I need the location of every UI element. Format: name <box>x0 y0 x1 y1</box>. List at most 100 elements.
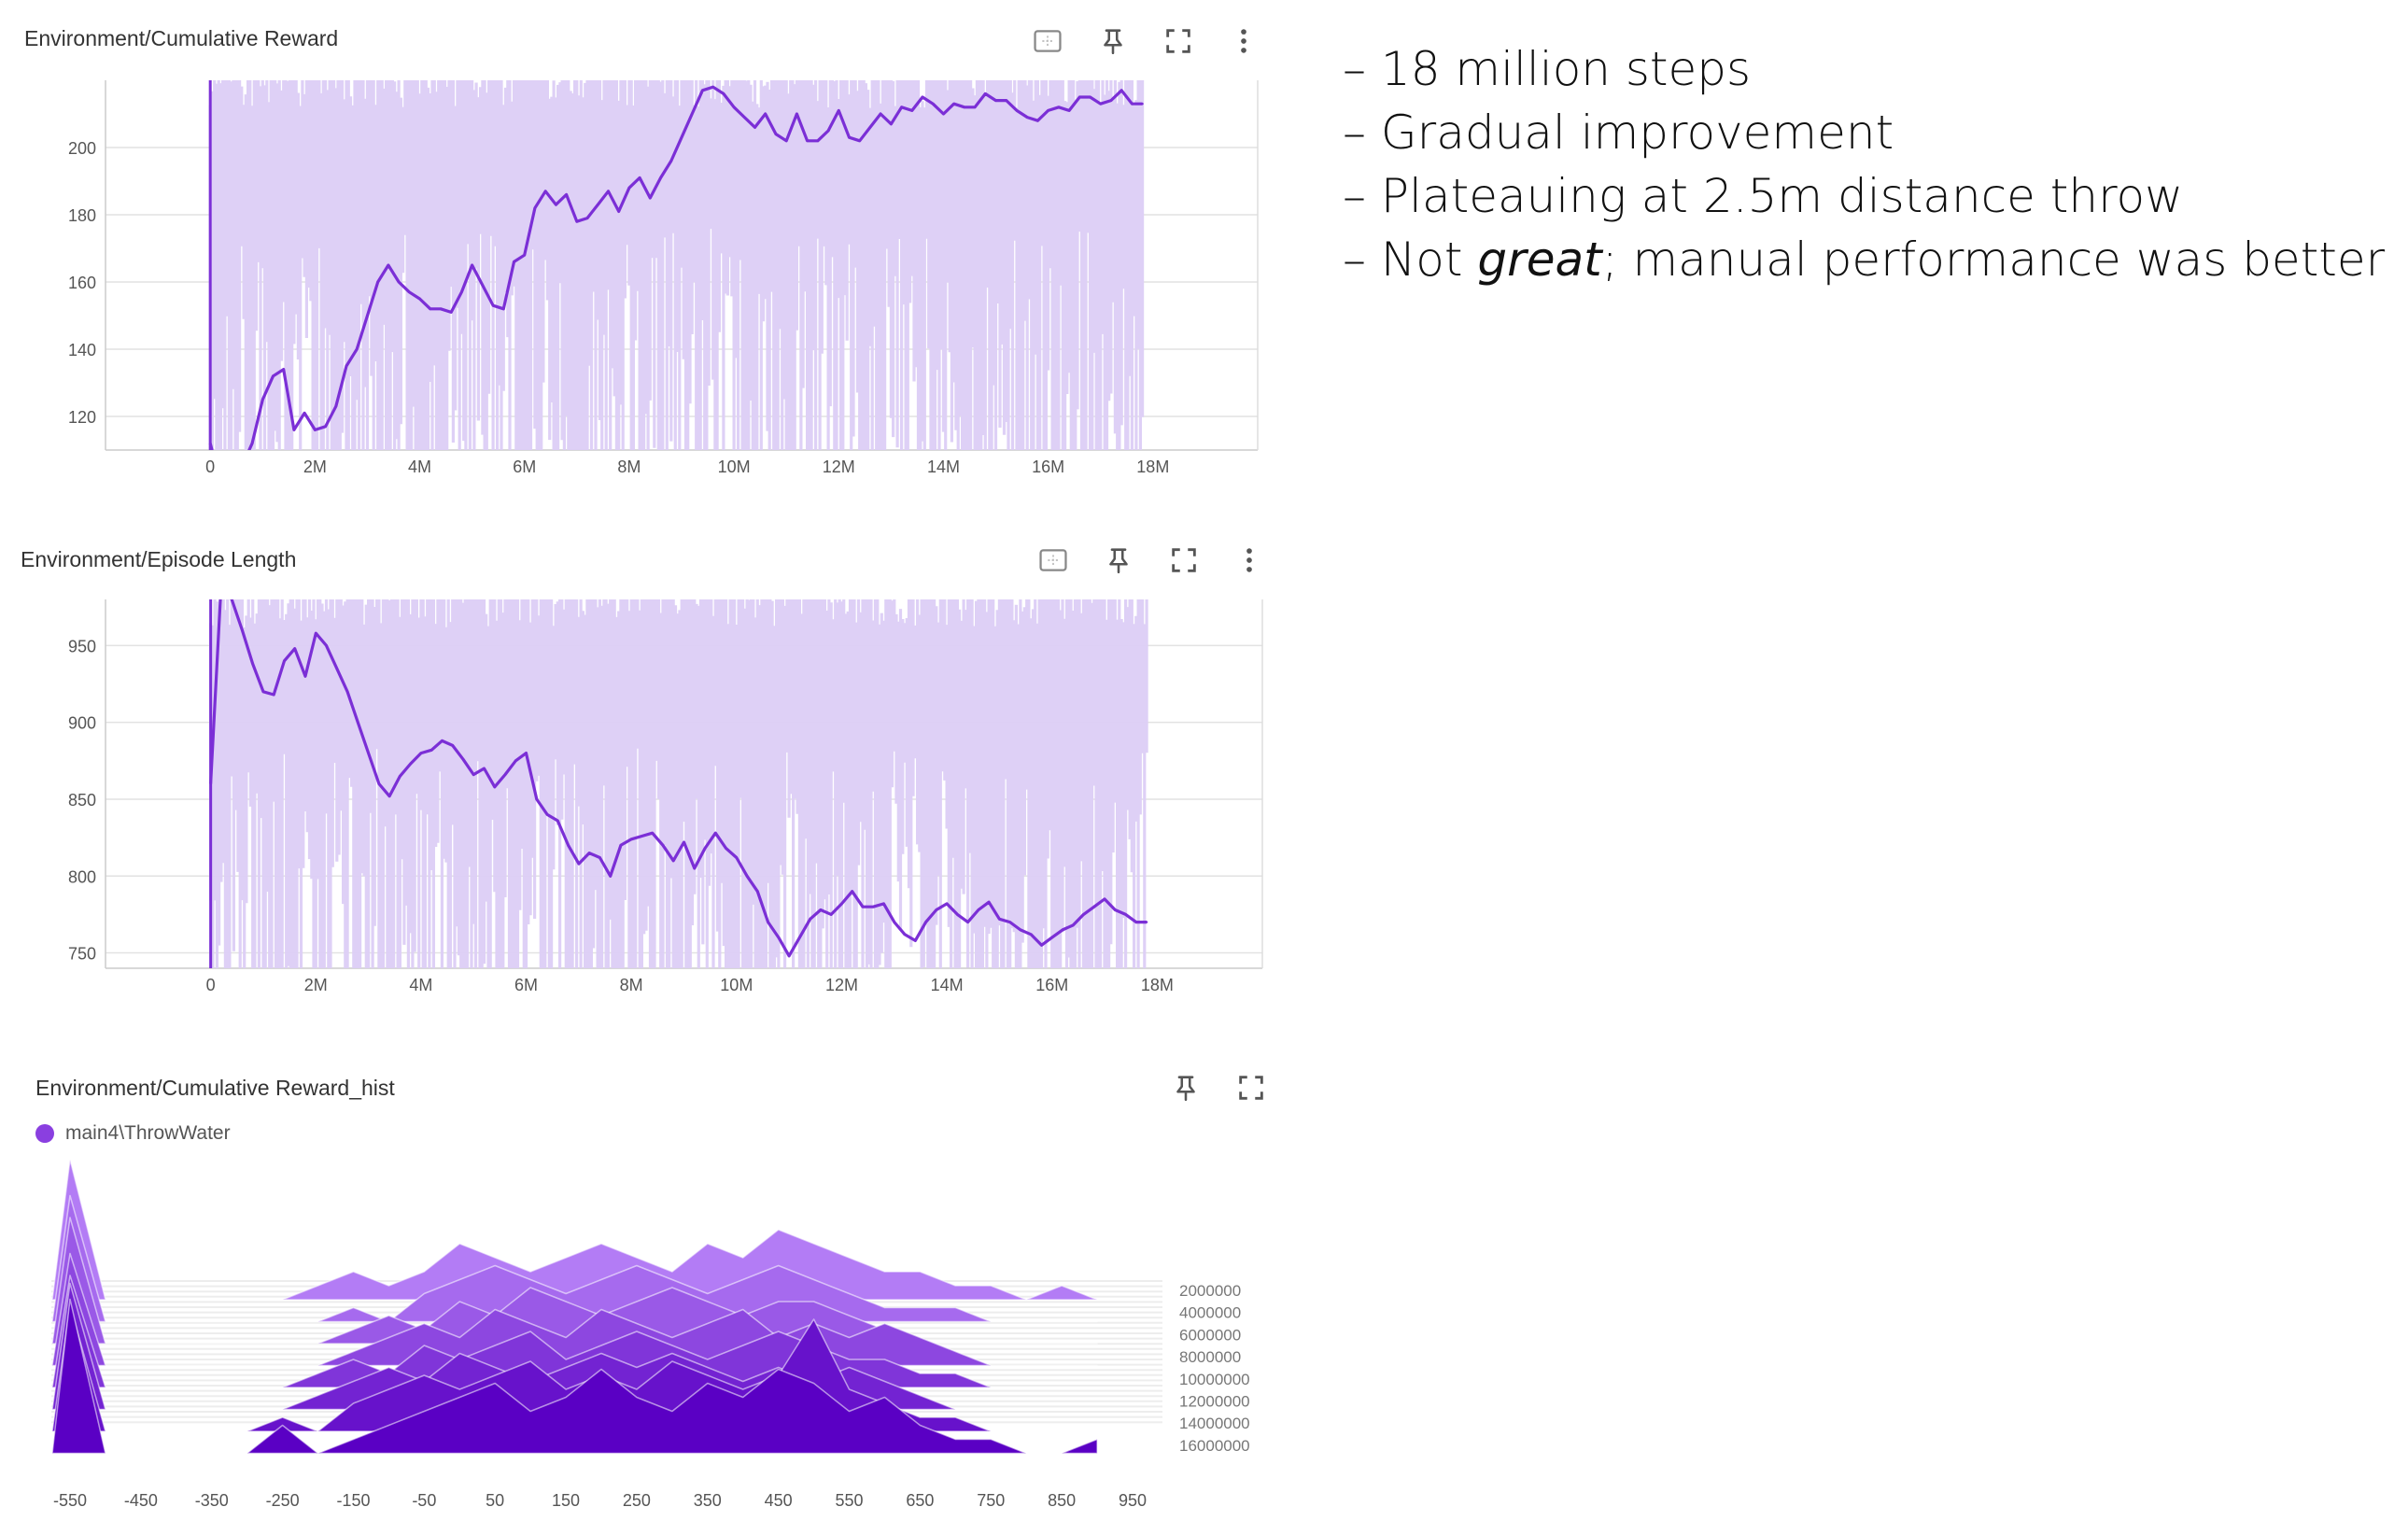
fit-domain-button[interactable] <box>1035 542 1072 579</box>
data-point <box>743 116 746 119</box>
data-point <box>575 220 579 223</box>
data-point <box>1040 944 1043 947</box>
raw-data-band <box>209 599 1148 968</box>
data-point <box>1005 99 1007 102</box>
fullscreen-icon <box>1239 1076 1263 1100</box>
data-point <box>829 913 833 916</box>
more-vert-icon <box>1241 29 1246 53</box>
data-point <box>525 752 528 754</box>
x-tick-label: 18M <box>1141 976 1174 994</box>
data-point <box>1141 103 1144 106</box>
data-point <box>1114 908 1117 911</box>
data-point <box>556 819 559 823</box>
data-point <box>387 263 390 267</box>
x-tick-label: 8M <box>617 458 641 476</box>
x-tick-label: 0 <box>206 976 216 994</box>
x-tick-label: 2M <box>304 976 328 994</box>
pin-button[interactable] <box>1100 542 1137 579</box>
data-point <box>851 890 853 893</box>
y-tick-label: 120 <box>68 408 96 427</box>
card-title: Environment/Cumulative Reward_hist <box>35 1076 395 1100</box>
data-point <box>1145 921 1148 923</box>
legend-dot <box>35 1124 54 1143</box>
fullscreen-button[interactable] <box>1165 542 1203 579</box>
data-point <box>890 122 893 125</box>
x-tick-label: -250 <box>266 1491 300 1510</box>
x-tick-label: -450 <box>124 1491 158 1510</box>
data-point <box>261 690 265 693</box>
data-point <box>502 307 505 310</box>
fit-domain-icon <box>1039 549 1067 571</box>
fit-domain-button[interactable] <box>1029 22 1066 60</box>
data-point <box>952 103 955 106</box>
x-tick-label: 10M <box>718 458 751 476</box>
fullscreen-icon <box>1166 29 1190 53</box>
data-point <box>966 921 969 923</box>
data-point <box>661 844 665 847</box>
data-point <box>503 773 507 776</box>
data-point <box>701 89 704 92</box>
data-point <box>838 109 840 112</box>
x-tick-label: 12M <box>825 976 858 994</box>
data-point <box>533 206 537 209</box>
data-point <box>273 693 275 697</box>
y-tick-label: 750 <box>68 945 96 964</box>
data-point <box>1099 103 1102 106</box>
data-point <box>910 109 913 112</box>
x-tick-label: -550 <box>53 1491 87 1510</box>
data-point <box>806 139 809 142</box>
data-point <box>858 139 861 142</box>
legend-label: main4\ThrowWater <box>65 1122 231 1144</box>
step-label: 6000000 <box>1179 1326 1241 1344</box>
pin-button[interactable] <box>1094 22 1132 60</box>
data-point <box>711 86 714 89</box>
data-point <box>513 261 515 263</box>
x-tick-label: 650 <box>906 1491 934 1510</box>
data-point <box>921 95 924 99</box>
x-tick-label: 4M <box>408 458 431 476</box>
x-tick-label: 12M <box>823 458 855 476</box>
data-point <box>461 757 465 761</box>
data-point <box>848 136 851 139</box>
data-point <box>471 263 473 267</box>
data-point <box>282 368 285 371</box>
data-point <box>1057 106 1061 109</box>
data-point <box>725 847 727 850</box>
hist-ridge <box>51 1217 1098 1345</box>
pin-button[interactable] <box>1167 1069 1204 1106</box>
pin-icon <box>1109 548 1128 574</box>
data-point <box>345 364 348 368</box>
data-point <box>230 599 233 601</box>
data-point <box>787 954 791 958</box>
x-tick-label: -350 <box>195 1491 229 1510</box>
data-point <box>303 675 307 678</box>
data-point <box>565 193 568 196</box>
x-tick-label: 6M <box>514 976 538 994</box>
y-tick-label: 900 <box>68 714 96 733</box>
data-point <box>693 866 696 870</box>
data-point <box>208 442 212 444</box>
data-point <box>450 311 453 314</box>
data-point <box>429 307 431 310</box>
data-point <box>357 721 359 724</box>
x-tick-label: 6M <box>513 458 536 476</box>
fullscreen-button[interactable] <box>1232 1069 1270 1106</box>
fullscreen-button[interactable] <box>1160 22 1197 60</box>
data-point <box>798 936 801 939</box>
bullet-text: Gradual improvement <box>1380 106 1894 160</box>
data-point <box>514 759 517 763</box>
data-point <box>408 290 411 293</box>
data-point <box>732 106 736 109</box>
more-options-button[interactable] <box>1231 542 1268 579</box>
data-point <box>735 856 739 859</box>
data-point <box>1078 95 1081 99</box>
data-point <box>314 429 317 431</box>
x-tick-label: 4M <box>409 976 432 994</box>
hist-ridge <box>51 1274 1098 1388</box>
data-point <box>481 284 485 287</box>
more-options-button[interactable] <box>1225 22 1262 60</box>
data-point <box>377 782 381 785</box>
x-tick-label: 850 <box>1048 1491 1076 1510</box>
data-point <box>367 752 370 754</box>
data-point <box>1026 116 1029 119</box>
